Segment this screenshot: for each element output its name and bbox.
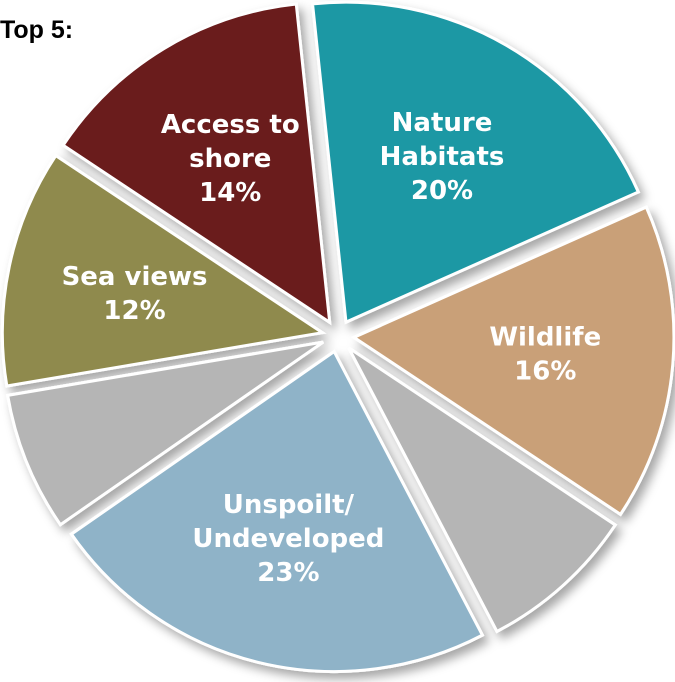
slice-category-label: Habitats	[380, 142, 505, 172]
slice-category-label: Access to	[161, 110, 300, 140]
slice-value-label: 20%	[411, 176, 473, 206]
pie-slice-unspoilt-undeveloped	[69, 349, 485, 674]
slice-value-label: 16%	[514, 356, 576, 386]
slice-category-label: Unspoilt/	[223, 490, 355, 520]
slice-category-label: shore	[189, 144, 271, 174]
pie-slice-sea-views	[0, 153, 327, 388]
slice-category-label: Wildlife	[489, 322, 601, 352]
chart-title: Top 5:	[0, 16, 74, 44]
pie-slice-nature-habitats	[310, 0, 641, 325]
slice-category-label: Sea views	[62, 262, 208, 292]
pie-slice-other-2	[347, 346, 618, 634]
slice-value-label: 14%	[199, 178, 261, 208]
slice-value-label: 12%	[103, 296, 165, 326]
slice-value-label: 23%	[257, 558, 319, 588]
pie-slice-other-4	[5, 340, 325, 527]
pie-slice-wildlife	[350, 205, 675, 517]
slice-category-label: Undeveloped	[192, 524, 384, 554]
pie-slice-access-to-shore	[61, 2, 332, 326]
slice-category-label: Nature	[392, 108, 493, 138]
